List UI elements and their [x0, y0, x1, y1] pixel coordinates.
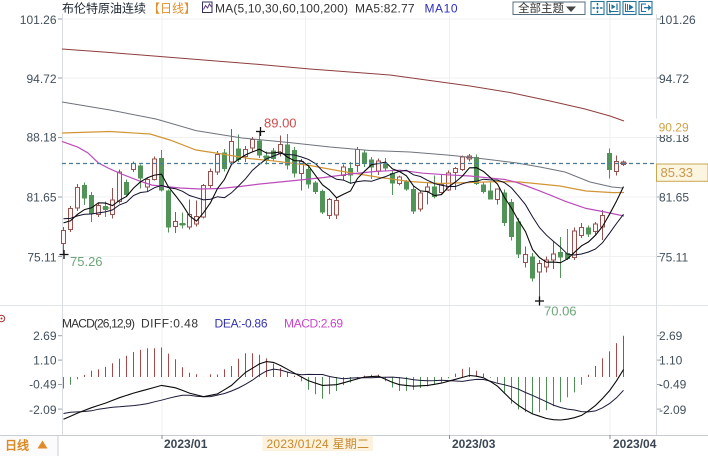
svg-text:1.10: 1.10	[659, 353, 683, 367]
svg-text:MA(5,10,30,60,100,200): MA(5,10,30,60,100,200)	[215, 2, 348, 16]
svg-text:94.72: 94.72	[659, 72, 689, 86]
svg-text:88.18: 88.18	[26, 131, 56, 145]
svg-text:DIFF:0.48: DIFF:0.48	[141, 317, 198, 331]
svg-text:90.29: 90.29	[659, 121, 689, 135]
svg-text:全部主题: 全部主题	[518, 1, 564, 15]
svg-text:85.33: 85.33	[661, 165, 694, 180]
svg-text:101.26: 101.26	[659, 13, 696, 27]
svg-text:-0.49: -0.49	[29, 377, 57, 391]
svg-text:75.26: 75.26	[70, 254, 103, 269]
svg-text:2023/01: 2023/01	[164, 437, 208, 451]
svg-text:2.69: 2.69	[33, 329, 57, 343]
svg-text:DEA:-0.86: DEA:-0.86	[215, 317, 268, 331]
svg-text:MA10: MA10	[425, 2, 458, 16]
svg-text:-0.49: -0.49	[659, 377, 687, 391]
svg-text:81.65: 81.65	[26, 191, 56, 205]
svg-text:MACD:2.69: MACD:2.69	[284, 317, 343, 331]
svg-text:MA5:82.77: MA5:82.77	[355, 2, 415, 16]
svg-text:101.26: 101.26	[20, 13, 57, 27]
svg-text:2.69: 2.69	[659, 329, 683, 343]
svg-text:布伦特原油连续: 布伦特原油连续	[62, 1, 146, 16]
svg-text:75.11: 75.11	[27, 250, 56, 264]
svg-text:94.72: 94.72	[26, 72, 56, 86]
svg-text:75.11: 75.11	[659, 250, 688, 264]
svg-text:2023/04: 2023/04	[613, 437, 657, 451]
svg-text:81.65: 81.65	[659, 191, 689, 205]
svg-text:2023/01/24 星期二: 2023/01/24 星期二	[267, 437, 370, 451]
svg-text:89.00: 89.00	[264, 116, 297, 131]
svg-text:70.06: 70.06	[544, 304, 577, 319]
svg-text:【日线】: 【日线】	[148, 2, 196, 16]
svg-text:-2.09: -2.09	[659, 403, 687, 417]
svg-text:-2.09: -2.09	[29, 403, 57, 417]
svg-text:1.10: 1.10	[33, 353, 57, 367]
svg-text:2023/03: 2023/03	[452, 437, 496, 451]
svg-text:MACD(26,12,9): MACD(26,12,9)	[62, 317, 135, 331]
svg-text:日线: 日线	[5, 438, 29, 453]
